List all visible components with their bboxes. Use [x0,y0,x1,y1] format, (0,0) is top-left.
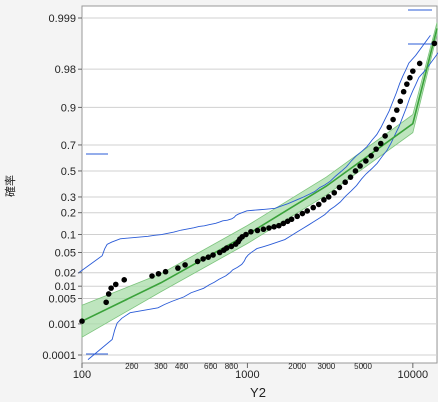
data-point [149,273,155,279]
data-point [304,208,311,214]
data-point [336,184,343,191]
y-axis-label: 確率 [3,175,17,197]
y-tick-label: 0.5 [61,166,76,178]
data-point [248,228,254,235]
data-point [325,194,332,200]
data-point [112,281,119,288]
data-point [266,225,272,231]
y-tick-label: 0.2 [61,208,76,220]
fit-line [81,28,438,322]
data-point [260,226,267,233]
data-point [342,179,348,186]
lower-confidence-band [87,52,438,360]
data-point [397,98,404,105]
data-point [194,258,201,265]
data-point [162,268,169,275]
x-minor-tick-label: 3000 [317,362,335,371]
y-tick-label: 0.0001 [42,350,76,362]
data-point [431,40,438,47]
x-minor-tick-label: 400 [175,362,189,371]
y-tick-label: 0.3 [61,192,76,204]
x-minor-tick-label: 600 [204,362,218,371]
y-tick-label: 0.02 [55,268,76,280]
data-point [410,68,416,74]
y-tick-label: 0.005 [48,294,76,306]
x-tick-label: 1000 [235,369,259,381]
x-tick-label: 100 [73,369,91,381]
y-tick-label: 0.01 [55,281,76,293]
data-point [321,197,327,203]
y-tick-label: 0.05 [55,248,76,260]
data-point [200,256,206,262]
data-point [352,168,359,174]
data-point [228,243,235,250]
data-point [205,254,212,260]
data-point [386,124,393,131]
data-point [404,81,410,87]
data-point [288,216,295,223]
fit-band-area [81,22,438,338]
data-point [155,270,162,277]
y-tick-label: 0.7 [61,140,76,152]
grid-lines [82,17,437,356]
data-point [294,213,301,220]
upper-confidence-band [77,35,431,274]
data-point [108,285,114,291]
x-minor-tick-label: 300 [154,362,168,371]
data-point [216,249,223,256]
data-point [393,107,400,113]
data-point [79,318,85,325]
fit-line-group [81,28,438,322]
data-point [175,265,181,271]
y-tick-label: 0.1 [61,230,76,242]
data-point [280,220,287,227]
x-tick-label: 10000 [398,369,429,381]
data-point [315,201,322,208]
x-tick-labels: 100 1000 10000 200 300 400 600 800 2000 3000 5000 [73,362,428,381]
data-point [310,204,317,211]
y-tick-label: 0.9 [61,102,76,114]
x-minor-tick-label: 5000 [354,362,372,371]
data-point [363,158,369,164]
data-point [416,60,423,67]
data-point [210,252,216,258]
data-point [223,245,230,251]
y-tick-label: 0.999 [48,13,76,25]
data-point [407,74,413,81]
data-point [368,153,374,159]
data-point [382,133,388,139]
fit-confidence-band [81,22,438,338]
data-point [254,227,261,234]
data-point [105,291,112,297]
x-minor-tick-label: 800 [225,362,239,371]
data-point [271,224,277,230]
data-point [400,88,407,95]
y-tick-labels: 0.9990.980.90.70.50.30.20.10.050.020.010… [42,13,82,362]
data-point [103,299,109,306]
data-point [373,146,379,152]
data-point [347,174,354,180]
data-point [182,262,188,268]
data-points [79,40,438,325]
data-point [390,116,396,123]
data-point [331,189,338,196]
simultaneous-confidence-bands [77,9,438,360]
data-point [299,210,306,217]
x-axis-label: Y2 [250,385,266,400]
data-point [377,140,384,147]
data-point [121,277,128,283]
x-minor-tick-label: 2000 [288,362,306,371]
plot-area [81,5,438,364]
y-tick-label: 0.98 [55,64,76,76]
y-tick-label: 0.001 [48,319,76,331]
data-point [357,163,363,169]
data-point [276,222,282,229]
data-point [243,231,249,238]
x-minor-tick-label: 200 [125,362,139,371]
